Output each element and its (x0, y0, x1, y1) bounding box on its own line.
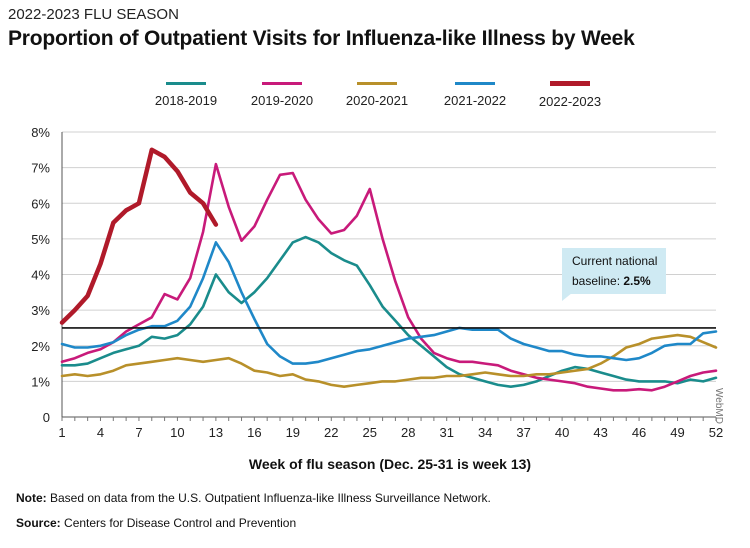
series-line-2022-2023 (59, 147, 219, 325)
x-tick-label: 52 (709, 425, 723, 440)
x-tick-label: 37 (516, 425, 530, 440)
series-line-2020-2021 (60, 333, 718, 389)
x-axis-label: Week of flu season (Dec. 25-31 is week 1… (248, 456, 532, 472)
x-tick-label: 4 (97, 425, 104, 440)
x-tick-label: 40 (555, 425, 569, 440)
x-tick-label: 46 (632, 425, 646, 440)
legend-item-2022-2023: 2022-2023 (510, 81, 630, 109)
legend-label: 2022-2023 (538, 94, 602, 109)
y-tick-label: 1% (31, 374, 50, 389)
x-tick-label: 19 (286, 425, 300, 440)
x-tick-label: 28 (401, 425, 415, 440)
x-tick-label: 10 (170, 425, 184, 440)
x-tick-label: 7 (135, 425, 142, 440)
x-tick-label: 34 (478, 425, 492, 440)
legend-swatch (550, 81, 590, 86)
legend-swatch (262, 82, 302, 85)
legend: 2018-2019 2019-2020 2020-2021 2021-2022 … (0, 81, 750, 122)
legend-label: 2021-2022 (443, 93, 507, 108)
series-line-2019-2020 (60, 162, 718, 392)
legend-swatch (166, 82, 206, 85)
y-tick-label: 3% (31, 303, 50, 318)
callout-line-2: baseline: 2.5% (572, 274, 651, 288)
legend-label: 2018-2019 (154, 93, 218, 108)
chart-title: Proportion of Outpatient Visits for Infl… (8, 27, 635, 50)
chart-kicker: 2022-2023 FLU SEASON (8, 6, 179, 23)
callout-pointer (562, 293, 572, 301)
y-tick-label: 4% (31, 268, 50, 283)
baseline-callout: Current national baseline: 2.5% (562, 248, 666, 301)
y-tick-label: 6% (31, 196, 50, 211)
x-tick-label: 49 (670, 425, 684, 440)
x-tick-label: 13 (209, 425, 223, 440)
y-tick-label: 0 (43, 410, 50, 425)
y-tick-label: 7% (31, 161, 50, 176)
legend-label: 2019-2020 (250, 93, 314, 108)
y-tick-label: 8% (31, 125, 50, 140)
x-tick-label: 31 (439, 425, 453, 440)
x-tick-label: 22 (324, 425, 338, 440)
callout-prefix: baseline: (572, 274, 624, 288)
note-text: Based on data from the U.S. Outpatient I… (46, 491, 491, 505)
x-tick-label: 16 (247, 425, 261, 440)
legend-swatch (357, 82, 397, 85)
legend-item-2021-2022: 2021-2022 (415, 82, 535, 108)
y-tick-label: 2% (31, 339, 50, 354)
source-text: Centers for Disease Control and Preventi… (60, 516, 297, 530)
callout-value: 2.5% (623, 274, 651, 288)
legend-item-2019-2020: 2019-2020 (222, 82, 342, 108)
x-tick-label: 43 (593, 425, 607, 440)
x-tick-label: 25 (363, 425, 377, 440)
series-line-2018-2019 (60, 235, 718, 389)
x-tick-label: 1 (58, 425, 65, 440)
legend-swatch (455, 82, 495, 85)
brand-watermark: WebMD (713, 388, 724, 424)
legend-item-2020-2021: 2020-2021 (317, 82, 437, 108)
legend-item-2018-2019: 2018-2019 (126, 82, 246, 108)
legend-label: 2020-2021 (345, 93, 409, 108)
series-line-2021-2022 (60, 241, 718, 365)
y-tick-label: 5% (31, 232, 50, 247)
note-label: Note: (16, 491, 47, 505)
footnote: Note: Based on data from the U.S. Outpat… (16, 491, 491, 505)
source-line: Source: Centers for Disease Control and … (16, 516, 296, 530)
source-label: Source: (16, 516, 61, 530)
callout-line-1: Current national (572, 254, 658, 268)
